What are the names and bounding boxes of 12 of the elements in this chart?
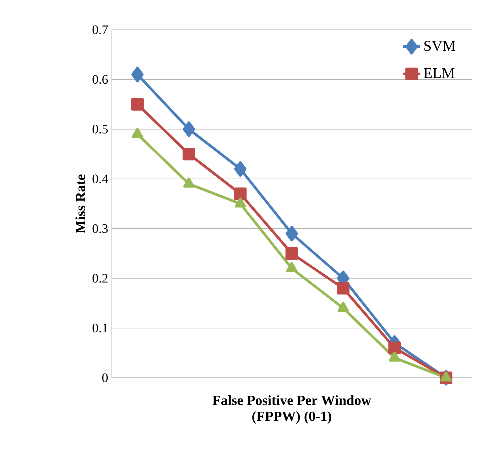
y-tick-label: 0.3 xyxy=(92,224,108,234)
y-tick-label: 0.1 xyxy=(92,324,108,333)
y-tick-label: 0 xyxy=(102,374,108,382)
y-tick-label: 0.4 xyxy=(92,174,108,184)
y-tick-label: 0.7 xyxy=(92,26,108,34)
legend-label: ELM xyxy=(424,68,455,78)
legend-label: SVM xyxy=(424,41,456,52)
y-axis-title: Miss Rate xyxy=(76,174,86,234)
y-tick-label: 0.5 xyxy=(92,125,108,134)
y-tick-label: 0.2 xyxy=(92,274,108,283)
y-tick-label: 0.6 xyxy=(92,75,108,84)
x-axis-title: False Positive Per Window (FPPW) (0-1) xyxy=(212,396,372,424)
